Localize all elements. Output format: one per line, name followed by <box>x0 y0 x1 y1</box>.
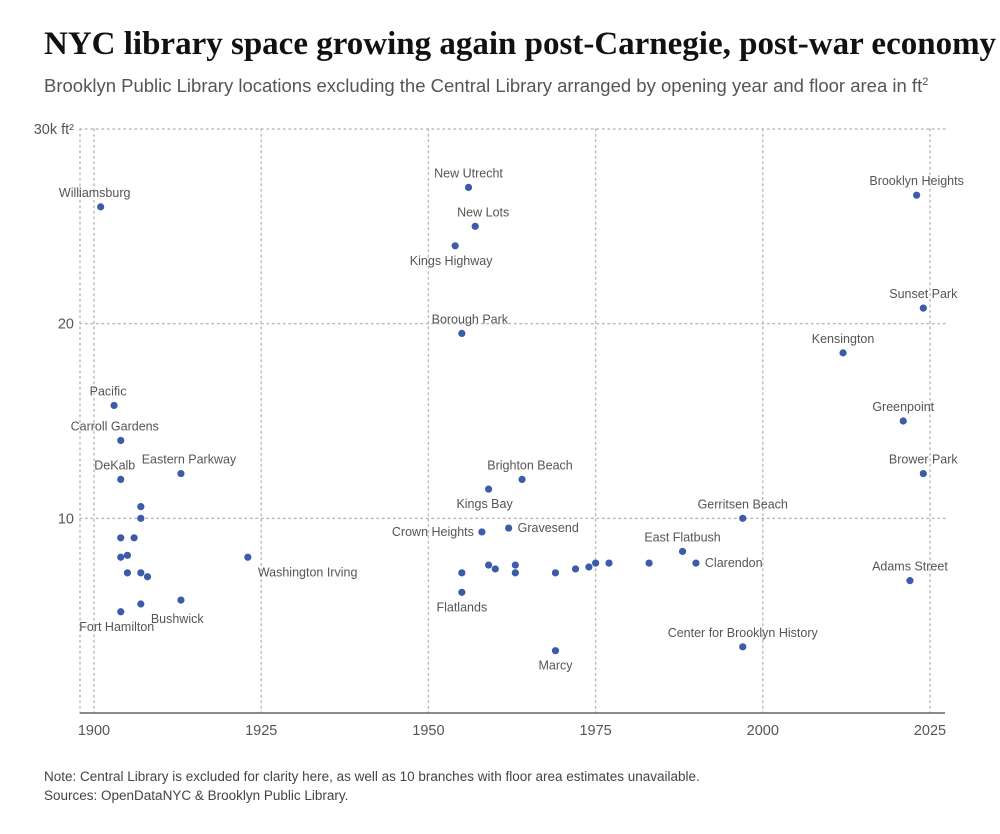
grid-layer <box>79 128 946 714</box>
point-williamsburg <box>97 203 105 211</box>
data-point <box>511 569 519 577</box>
x-tick-label: 2000 <box>747 723 779 739</box>
y-tick-label: 20 <box>58 317 74 333</box>
point-label: Adams Street <box>872 560 948 574</box>
point-gerritsen-beach <box>739 514 747 522</box>
point-brower-park <box>919 469 927 478</box>
chart-title: NYC library space growing again post-Car… <box>44 26 997 62</box>
point-label: Fort Hamilton <box>79 620 154 634</box>
data-point <box>511 561 519 569</box>
x-tick-label: 1975 <box>579 723 611 739</box>
note-text: Note: Central Library is excluded for cl… <box>44 769 700 784</box>
point-label: Gravesend <box>518 521 579 535</box>
point-pacific <box>110 401 118 410</box>
point-label: Eastern Parkway <box>142 453 237 467</box>
chart-subtitle: Brooklyn Public Library locations exclud… <box>44 75 984 97</box>
point-carroll-gardens <box>117 436 125 445</box>
point-bushwick <box>137 600 145 608</box>
data-point <box>137 569 145 577</box>
point-label: Crown Heights <box>392 525 474 539</box>
point-marcy <box>551 647 560 655</box>
point-eastern-parkway <box>177 469 185 478</box>
subtitle-superscript: 2 <box>922 75 929 88</box>
point-label: Kings Bay <box>456 497 513 511</box>
point-kensington <box>839 349 847 357</box>
point-label: New Utrecht <box>434 166 503 180</box>
data-point <box>117 553 125 561</box>
point-sunset-park <box>919 304 927 312</box>
footnote: Note: Central Library is excluded for cl… <box>44 767 944 805</box>
data-point <box>605 559 613 567</box>
point-label: DeKalb <box>94 458 135 472</box>
point-adams-street <box>906 577 914 585</box>
point-layer <box>97 183 927 655</box>
point-brighton-beach <box>518 475 526 483</box>
point-east-flatbush <box>678 547 687 556</box>
point-label: Marcy <box>538 659 573 673</box>
point-label: Brower Park <box>889 453 959 467</box>
point-new-lots <box>471 222 479 230</box>
point-center-for-brooklyn-history <box>739 643 747 651</box>
data-point <box>484 561 493 569</box>
point-fort-hamilton <box>117 608 125 616</box>
data-point <box>571 565 580 573</box>
x-tick-label: 1950 <box>412 723 444 739</box>
point-greenpoint <box>899 417 907 425</box>
y-tick-label: 10 <box>58 511 74 527</box>
point-new-utrecht <box>464 183 473 191</box>
point-kings-bay <box>484 485 493 493</box>
point-borough-park <box>458 329 466 337</box>
data-point <box>117 534 125 542</box>
point-label: Williamsburg <box>59 186 131 200</box>
label-layer: Williamsburg Pacific Carroll Gardens DeKalb… <box>59 166 964 672</box>
point-dekalb <box>117 475 125 483</box>
data-point <box>130 534 138 542</box>
axis-layer: 1900 1925 1950 1975 2000 2025 10 20 30k ft² <box>34 122 946 739</box>
data-point <box>123 569 132 577</box>
point-washington-irving <box>244 553 252 561</box>
data-point <box>123 551 132 559</box>
data-point <box>458 569 466 577</box>
x-tick-label: 1900 <box>78 723 110 739</box>
y-tick-label: 30k ft² <box>34 122 74 138</box>
point-label: Pacific <box>90 384 127 398</box>
point-crown-heights <box>478 528 486 536</box>
data-point <box>592 559 600 567</box>
point-label: Bushwick <box>151 612 205 626</box>
point-kings-highway <box>451 242 459 250</box>
data-point <box>137 514 145 522</box>
point-label: Greenpoint <box>872 400 934 414</box>
point-gravesend <box>505 524 513 532</box>
point-label: Washington Irving <box>258 565 358 579</box>
point-label: Center for Brooklyn History <box>668 626 819 640</box>
data-point <box>143 573 152 581</box>
data-point <box>137 503 145 511</box>
data-point <box>645 559 653 567</box>
point-label: Carroll Gardens <box>71 419 159 433</box>
subtitle-text: Brooklyn Public Library locations exclud… <box>44 75 923 96</box>
data-point <box>491 565 499 573</box>
data-point <box>551 569 560 577</box>
point-label: Brooklyn Heights <box>869 174 964 188</box>
point-flatlands <box>458 588 466 596</box>
point-label: Kensington <box>812 332 875 346</box>
data-point <box>177 596 185 604</box>
point-label: Brighton Beach <box>487 458 573 472</box>
point-label: Flatlands <box>436 600 487 614</box>
point-brooklyn-heights <box>913 191 921 199</box>
point-label: New Lots <box>457 205 509 219</box>
point-label: Kings Highway <box>410 254 493 268</box>
point-label: Sunset Park <box>889 287 958 301</box>
point-label: Gerritsen Beach <box>698 497 788 511</box>
point-label: Borough Park <box>432 312 509 326</box>
sources-text: Sources: OpenDataNYC & Brooklyn Public L… <box>44 788 349 803</box>
data-point <box>585 563 593 571</box>
point-label: Clarendon <box>705 556 763 570</box>
point-label: East Flatbush <box>644 530 720 544</box>
point-clarendon <box>692 559 700 567</box>
x-tick-label: 1925 <box>245 723 277 739</box>
x-tick-label: 2025 <box>914 723 946 739</box>
